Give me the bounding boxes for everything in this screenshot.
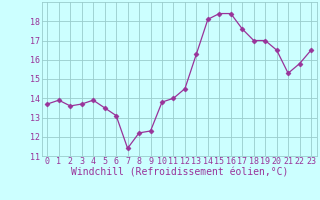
X-axis label: Windchill (Refroidissement éolien,°C): Windchill (Refroidissement éolien,°C)	[70, 168, 288, 178]
